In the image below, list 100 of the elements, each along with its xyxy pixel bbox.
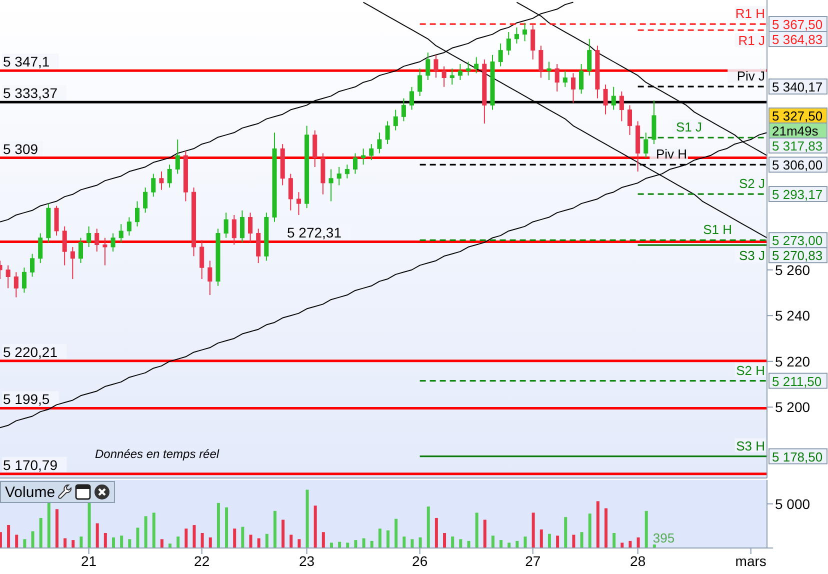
x-tick-label: mars	[735, 552, 766, 569]
data-label: 5 293,17	[772, 187, 823, 202]
series-label: S1 J	[676, 120, 702, 135]
bar	[620, 542, 624, 548]
bar	[15, 534, 18, 548]
candlestick	[126, 216, 132, 236]
series-label: S2 H	[736, 362, 765, 378]
bar	[443, 532, 446, 548]
bar	[144, 516, 148, 548]
series-label: Piv H	[656, 146, 687, 162]
candlestick	[393, 109, 398, 131]
x-tick-label: 22	[194, 552, 210, 569]
bar	[55, 509, 58, 548]
candlestick	[474, 56, 479, 74]
bar	[273, 510, 276, 548]
candlestick	[118, 224, 124, 243]
bar	[636, 537, 640, 548]
bar	[604, 508, 608, 548]
bar	[467, 540, 470, 548]
candlestick	[159, 171, 164, 190]
candlestick	[6, 264, 10, 289]
data-label: 5 367,50	[772, 17, 823, 32]
bar	[23, 539, 26, 548]
candlestick	[611, 86, 616, 110]
bar	[160, 539, 164, 548]
candlestick	[377, 132, 382, 154]
bar	[88, 502, 91, 548]
bar	[556, 536, 560, 548]
candlestick	[458, 64, 462, 81]
bar	[410, 539, 414, 548]
bar	[451, 536, 454, 548]
candlestick	[208, 260, 212, 296]
bar	[580, 532, 584, 548]
candlestick	[54, 205, 59, 236]
bar	[241, 526, 244, 548]
data-label: 5 306,00	[772, 158, 823, 173]
bar	[362, 538, 366, 548]
bar	[208, 537, 212, 548]
bar	[483, 520, 486, 548]
series-label: S2 J	[738, 176, 765, 192]
ref-line-label: 5 347,1	[3, 54, 50, 70]
candlestick	[352, 152, 358, 174]
bar	[72, 540, 75, 548]
candlestick	[110, 232, 116, 252]
bar	[39, 518, 42, 548]
y-tick-label: 5 260	[775, 262, 810, 278]
data-label: 5 340,17	[772, 80, 823, 95]
ref-line-label: 5 333,37	[3, 85, 58, 102]
data-label: 5 211,50	[772, 374, 822, 389]
bar	[322, 532, 325, 548]
candlestick	[579, 64, 584, 94]
y-tick-label: 5 200	[775, 399, 810, 416]
bar	[7, 525, 10, 548]
bar	[475, 512, 478, 548]
bar	[370, 540, 374, 548]
candlestick	[336, 166, 342, 186]
bar	[0, 532, 2, 548]
candlestick	[644, 132, 648, 158]
bar	[572, 534, 576, 548]
bar	[290, 534, 293, 548]
series-label: R1 H	[735, 6, 765, 22]
candlestick	[151, 173, 156, 198]
bar	[418, 537, 422, 548]
candlestick	[256, 228, 261, 264]
candlestick	[143, 187, 148, 214]
bar	[298, 539, 301, 548]
bar	[564, 517, 568, 548]
bar	[548, 534, 551, 548]
candlestick	[434, 54, 438, 78]
bar	[136, 528, 140, 548]
candlestick	[627, 104, 632, 136]
ref-line-label: 5 220,21	[3, 344, 58, 360]
bar	[386, 530, 390, 548]
bar	[596, 501, 600, 548]
candlestick	[506, 32, 511, 56]
candlestick	[554, 64, 560, 92]
candlestick	[200, 240, 204, 280]
bar	[200, 532, 204, 548]
bar	[176, 536, 180, 548]
bar	[314, 506, 317, 548]
bar	[152, 512, 156, 548]
bar	[354, 540, 358, 548]
bar	[378, 528, 382, 548]
candlestick	[38, 232, 43, 264]
candlestick	[418, 68, 422, 97]
bar	[628, 540, 632, 548]
candlestick	[70, 246, 75, 280]
series-label: S3 H	[736, 438, 765, 454]
candlestick	[385, 120, 390, 145]
bar	[216, 502, 220, 548]
x-tick-label: 23	[299, 552, 315, 569]
chart-title: Volume	[5, 484, 56, 500]
candlestick	[78, 237, 83, 264]
candlestick	[619, 90, 624, 122]
bar	[434, 518, 438, 548]
bar	[532, 512, 535, 548]
candlestick	[86, 226, 92, 248]
candlestick	[546, 61, 552, 81]
bar	[508, 542, 511, 548]
data-label: 5 178,50	[772, 449, 823, 464]
